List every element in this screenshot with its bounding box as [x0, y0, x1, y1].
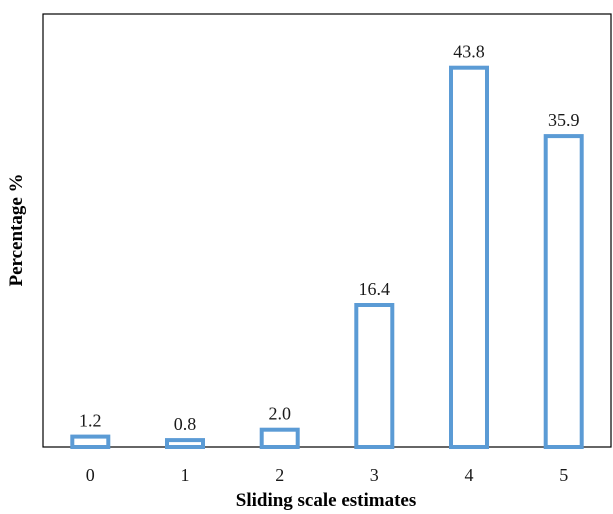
x-tick-label-0: 0	[86, 465, 95, 485]
data-label-1: 0.8	[174, 414, 197, 434]
bar-2	[259, 427, 300, 450]
plot-area-frame	[42, 13, 612, 448]
bar-5	[543, 134, 584, 449]
x-tick-label-5: 5	[559, 465, 568, 485]
x-tick-labels-layer: 0 1 2 3 4 5	[86, 465, 568, 485]
data-labels-layer: 1.2 0.8 2.0 16.4 43.8 35.9	[79, 42, 579, 434]
bar-1	[165, 438, 205, 450]
y-axis-title: Percentage %	[6, 173, 27, 286]
x-tick-label-2: 2	[275, 465, 284, 485]
data-label-5: 35.9	[548, 110, 580, 130]
x-tick-label-3: 3	[370, 465, 379, 485]
bars-layer	[70, 65, 584, 450]
x-tick-label-4: 4	[465, 465, 474, 485]
data-label-4: 43.8	[453, 42, 485, 62]
x-tick-label-1: 1	[181, 465, 190, 485]
data-label-2: 2.0	[268, 404, 291, 424]
data-label-3: 16.4	[359, 279, 391, 299]
bar-4	[449, 65, 489, 449]
x-axis-title: Sliding scale estimates	[236, 490, 417, 511]
bar-3	[354, 303, 395, 449]
bar-0	[70, 434, 111, 450]
data-label-0: 1.2	[79, 411, 102, 431]
